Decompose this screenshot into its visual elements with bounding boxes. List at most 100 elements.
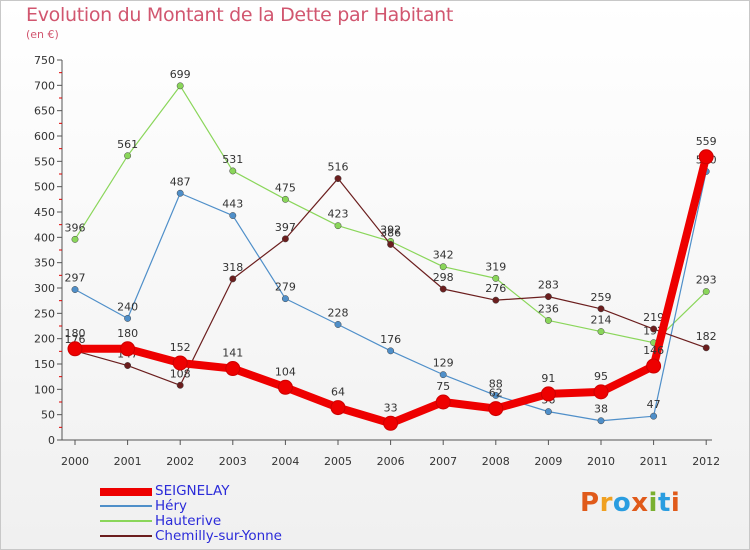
data-point (387, 347, 395, 355)
legend-label: SEIGNELAY (155, 483, 230, 499)
y-tick-label: 300 (34, 282, 55, 295)
legend-label: Héry (155, 498, 187, 514)
y-tick-label: 500 (34, 181, 55, 194)
data-point (124, 362, 132, 369)
data-label: 108 (170, 367, 191, 380)
y-tick-label: 750 (34, 54, 55, 67)
y-tick-label: 650 (34, 105, 55, 118)
data-point (229, 167, 237, 175)
data-point (435, 394, 451, 410)
chart-subtitle: (en €) (26, 28, 59, 41)
data-point (597, 417, 605, 425)
data-label: 516 (328, 161, 349, 174)
data-label: 62 (489, 387, 503, 400)
data-point (124, 152, 132, 160)
data-label: 33 (384, 401, 398, 414)
data-point (593, 384, 609, 400)
logo-letter: o (612, 488, 632, 518)
data-point (176, 189, 184, 197)
y-tick-label: 550 (34, 155, 55, 168)
data-point (544, 316, 552, 324)
data-label: 240 (117, 300, 138, 313)
data-point (330, 400, 346, 416)
y-tick-label: 400 (34, 231, 55, 244)
data-label: 104 (275, 365, 296, 378)
data-label: 392 (380, 223, 401, 236)
data-label: 276 (485, 282, 506, 295)
data-point (492, 296, 500, 304)
data-label: 88 (489, 377, 503, 390)
data-label: 152 (170, 341, 191, 354)
y-tick-label: 50 (41, 409, 55, 422)
data-point (229, 275, 237, 283)
legend-swatch (100, 488, 152, 496)
data-label: 559 (696, 135, 717, 148)
data-label: 396 (65, 221, 86, 234)
data-label: 531 (222, 153, 243, 166)
data-point (544, 293, 552, 301)
logo-letter: x (631, 488, 649, 518)
data-point (277, 379, 293, 395)
data-point (334, 321, 342, 328)
data-label: 176 (380, 333, 401, 346)
y-tick-label: 150 (34, 358, 55, 371)
data-label: 386 (380, 226, 401, 239)
data-label: 561 (117, 138, 138, 151)
data-label: 319 (485, 260, 506, 273)
data-label: 180 (65, 327, 86, 340)
legend-swatch (100, 505, 152, 507)
legend-label: Chemilly-sur-Yonne (155, 528, 282, 544)
legend-swatch (100, 535, 152, 537)
data-point (544, 408, 552, 416)
data-label: 64 (331, 386, 345, 399)
data-point (597, 328, 605, 336)
x-tick-label: 2002 (166, 455, 194, 468)
x-tick-label: 2010 (587, 455, 615, 468)
logo-letter: t (657, 488, 671, 518)
data-label: 91 (541, 372, 555, 385)
data-point (492, 391, 500, 399)
logo-letter: i (648, 488, 658, 518)
data-label: 75 (436, 380, 450, 393)
data-label: 342 (433, 249, 454, 262)
data-label: 423 (328, 208, 349, 221)
data-point (698, 149, 714, 165)
data-label: 146 (643, 344, 664, 357)
data-point (71, 235, 79, 243)
data-label: 219 (643, 311, 664, 324)
data-point (176, 381, 184, 389)
data-point (176, 82, 184, 90)
data-point (650, 412, 658, 420)
data-point (172, 355, 188, 371)
y-tick-label: 250 (34, 307, 55, 320)
data-point (281, 235, 289, 243)
x-tick-label: 2006 (377, 455, 405, 468)
data-label: 141 (222, 347, 243, 360)
data-point (488, 401, 504, 417)
data-point (439, 285, 447, 293)
data-label: 279 (275, 281, 296, 294)
data-label: 298 (433, 271, 454, 284)
data-point (702, 344, 710, 352)
data-label: 475 (275, 181, 296, 194)
data-label: 487 (170, 175, 191, 188)
data-label: 95 (594, 370, 608, 383)
data-point (597, 305, 605, 313)
data-point (281, 195, 289, 203)
data-point (439, 263, 447, 271)
legend-swatch (100, 520, 152, 522)
x-tick-label: 2001 (114, 455, 142, 468)
data-label: 236 (538, 302, 559, 315)
data-point (702, 288, 710, 295)
x-tick-label: 2008 (482, 455, 510, 468)
x-tick-label: 2003 (219, 455, 247, 468)
x-tick-label: 2000 (61, 455, 89, 468)
y-tick-label: 450 (34, 206, 55, 219)
data-label: 129 (433, 357, 454, 370)
data-label: 699 (170, 68, 191, 81)
data-label: 47 (647, 398, 661, 411)
data-point (387, 240, 395, 248)
data-label: 176 (65, 333, 86, 346)
data-point (124, 314, 132, 322)
